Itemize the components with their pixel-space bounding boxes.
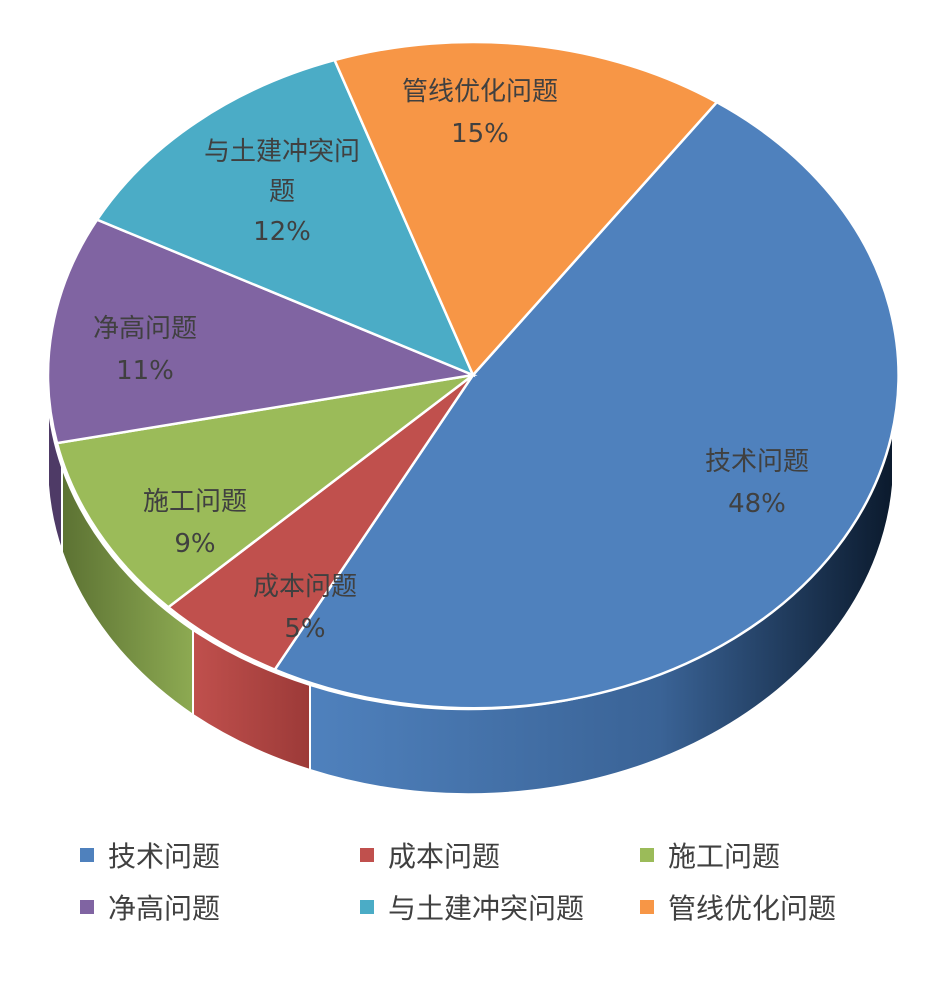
slice-side-chengben	[192, 628, 311, 772]
legend-label: 施工问题	[668, 840, 781, 873]
legend-label: 管线优化问题	[668, 892, 837, 925]
slice-value-label: 15%	[451, 119, 509, 149]
legend-swatch	[80, 900, 94, 914]
pie-slice-guanxian	[332, 40, 719, 378]
pie-slice-jinggao	[46, 218, 478, 445]
legend-swatch	[640, 900, 654, 914]
slice-category-label: 技术问题	[705, 447, 809, 477]
legend-item-guanxian: 管线优化问题	[640, 887, 836, 927]
pie-slice-tujian	[95, 58, 476, 378]
slice-category-label: 施工问题	[143, 487, 247, 517]
slice-category-label: 管线优化问题	[402, 77, 558, 107]
legend-label: 与土建冲突问题	[388, 892, 585, 925]
slice-value-label: 48%	[728, 489, 786, 519]
slice-value-label: 12%	[253, 217, 311, 247]
legend-item-jinggao: 净高问题	[80, 887, 220, 927]
legend-label: 技术问题	[108, 840, 221, 873]
legend-item-shigong: 施工问题	[640, 835, 780, 875]
legend-item-chengben: 成本问题	[360, 835, 500, 875]
legend-swatch	[80, 848, 94, 862]
chart-legend: 技术问题 成本问题 施工问题 净高问题 与土建冲突问题 管线优化问题	[60, 830, 900, 940]
legend-item-jishu: 技术问题	[80, 835, 220, 875]
legend-item-tujian: 与土建冲突问题	[360, 887, 584, 927]
legend-swatch	[360, 848, 374, 862]
legend-swatch	[360, 900, 374, 914]
slice-side-shigong	[61, 466, 194, 717]
legend-swatch	[640, 848, 654, 862]
legend-label: 成本问题	[388, 840, 501, 873]
slice-value-label: 5%	[284, 614, 325, 644]
slice-value-label: 9%	[174, 529, 215, 559]
slice-side-jinggao	[47, 399, 63, 553]
slice-category-label: 与土建冲突问题	[204, 137, 360, 207]
pie-slice-jishu	[272, 100, 900, 710]
pie-chart: 技术问题 48% 成本问题 5% 施工问题 9% 净高问题 11% 与土建冲突问题 12% 管线优化…	[46, 40, 900, 796]
pie-slice-shigong	[55, 373, 474, 609]
slice-value-label: 11%	[116, 356, 174, 386]
legend-label: 净高问题	[108, 892, 221, 925]
slice-category-label: 成本问题	[253, 572, 357, 602]
slice-category-label: 净高问题	[93, 314, 197, 344]
